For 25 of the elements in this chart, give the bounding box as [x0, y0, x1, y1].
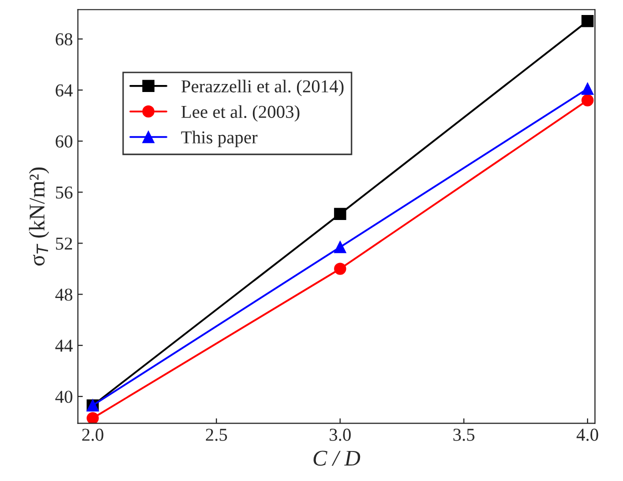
x-axis-title: C / D [314, 450, 360, 466]
point [334, 208, 346, 220]
y-tick-label: 56 [56, 186, 72, 199]
legend-label: Perazzelli et al. (2014) [181, 80, 344, 96]
point [581, 15, 594, 28]
point [581, 94, 594, 106]
y-tick-label: 44 [55, 340, 73, 352]
x-tick-label: 3.0 [330, 428, 351, 441]
point [86, 412, 99, 424]
x-tick-label: 2.5 [206, 428, 228, 441]
legend-label: Lee et al. (2003) [181, 105, 300, 122]
x-tick-label: 3.5 [453, 428, 474, 441]
y-axis-title: σ$_{T}$ (kN/m²) [28, 167, 50, 266]
point [334, 241, 346, 254]
x-tick-label: 2.0 [82, 428, 104, 441]
y-tick-label: 68 [56, 33, 72, 46]
x-tick-label: 4.0 [576, 428, 598, 441]
y-tick-label: 48 [55, 288, 72, 301]
y-tick-label: 52 [56, 238, 72, 250]
legend-label: This paper [181, 130, 258, 148]
point [581, 82, 594, 95]
y-tick-label: 40 [55, 390, 72, 403]
y-tick-label: 60 [56, 135, 72, 148]
y-tick-label: 64 [56, 84, 73, 96]
point [334, 262, 346, 275]
